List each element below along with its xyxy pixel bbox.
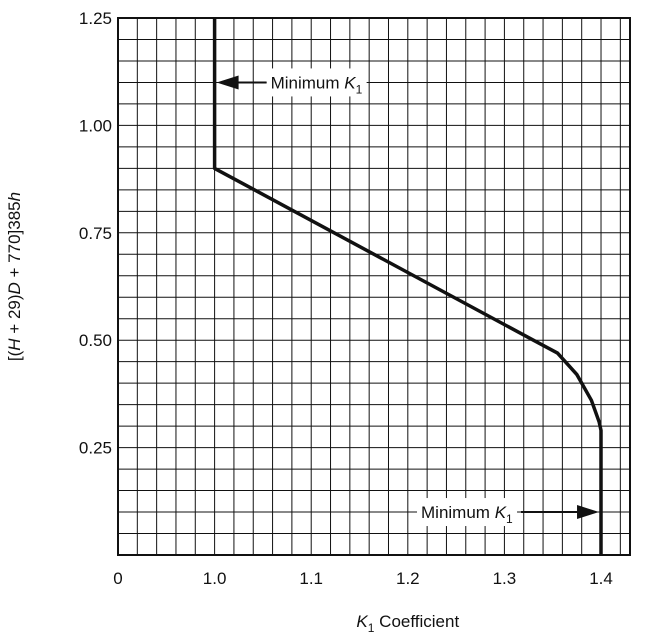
x-origin-label: 0 <box>113 569 122 588</box>
y-tick-label: 0.25 <box>79 439 112 458</box>
y-tick-label: 0.50 <box>79 331 112 350</box>
annotation-background <box>417 498 518 527</box>
y-tick-label: 1.00 <box>79 116 112 135</box>
arrow-right-icon <box>577 505 600 520</box>
x-axis-label: K1 Coefficient <box>356 612 459 635</box>
annotation-background <box>266 68 367 97</box>
x-tick-label: 1.1 <box>299 569 323 588</box>
annotation-label: Minimum K1 <box>421 503 513 526</box>
x-tick-label: 1.4 <box>589 569 613 588</box>
y-tick-label: 0.75 <box>79 224 112 243</box>
minimum-k1-annotation: Minimum K1 <box>417 498 600 527</box>
y-axis-label: [(H + 29)D + 770]385h <box>5 192 24 361</box>
grid <box>118 18 630 555</box>
tick-labels: 1.0 1.1 1.2 1.3 1.4 0 0.25 0.50 0.75 1.00 1.25 <box>79 9 613 588</box>
x-tick-label: 1.2 <box>396 569 420 588</box>
arrow-left-icon <box>216 75 239 90</box>
annotation-label: Minimum K1 <box>271 73 363 96</box>
x-tick-label: 1.3 <box>493 569 517 588</box>
series <box>212 18 603 555</box>
annotations: Minimum K1 Minimum K1 <box>216 68 600 527</box>
x-tick-label: 1.0 <box>203 569 227 588</box>
y-tick-label: 1.25 <box>79 9 112 28</box>
plot-frame <box>117 17 631 556</box>
k1-curve <box>212 18 603 555</box>
minimum-k1-annotation: Minimum K1 <box>216 68 367 97</box>
